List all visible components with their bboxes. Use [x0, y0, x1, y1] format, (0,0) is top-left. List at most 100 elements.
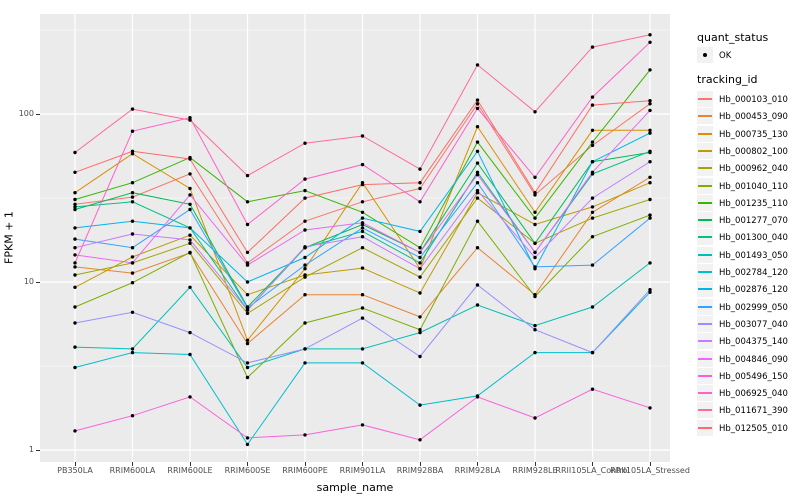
data-point — [533, 110, 537, 114]
data-point — [303, 321, 307, 325]
data-point — [418, 181, 422, 185]
data-point — [303, 188, 307, 193]
data-point — [648, 102, 652, 106]
data-point — [360, 162, 365, 167]
legend-swatch-icon — [697, 177, 713, 194]
legend-item-label: Hb_002876_120 — [719, 285, 788, 296]
legend-swatch-icon — [697, 264, 713, 280]
data-point — [303, 219, 307, 223]
y-tickmark — [36, 282, 40, 283]
legend-swatch-icon — [697, 246, 713, 263]
legend-swatch-icon — [697, 315, 713, 332]
legend-swatch-icon — [697, 229, 713, 246]
legend-item-label: Hb_002784_120 — [719, 268, 788, 278]
legend-swatch-icon — [697, 160, 713, 177]
data-point — [533, 265, 537, 269]
data-point — [590, 45, 595, 49]
x-tickmark — [304, 462, 306, 466]
y-axis-title: FPKM + 1 — [2, 211, 16, 264]
data-point — [130, 310, 135, 314]
data-point — [475, 188, 480, 193]
x-tick-label-RRIM600LE: RRIM600LE — [167, 466, 213, 475]
data-point — [648, 197, 652, 202]
x-tickmark — [649, 462, 651, 466]
data-point — [475, 395, 480, 399]
data-point — [360, 182, 365, 187]
legend-item-label: Hb_001300_040 — [719, 233, 788, 244]
data-point — [533, 191, 537, 195]
data-point — [418, 246, 422, 250]
data-point — [418, 167, 422, 171]
legend-swatch-icon — [697, 281, 713, 298]
data-point — [245, 222, 250, 227]
x-tick-label-RRII105LA_Stressed: RRII105LA_Stressed — [610, 466, 690, 475]
data-point — [73, 273, 77, 277]
legend-item-label: Hb_000103_010 — [719, 95, 788, 105]
data-point — [475, 106, 480, 111]
data-point — [73, 237, 77, 241]
data-point — [475, 173, 480, 177]
legend-item-label: Hb_003077_040 — [719, 319, 788, 330]
data-point — [360, 306, 365, 310]
legend-swatch-icon — [697, 212, 713, 229]
data-point — [475, 219, 480, 223]
data-point — [418, 328, 422, 332]
data-point — [590, 305, 595, 309]
data-point — [130, 149, 135, 153]
data-point — [188, 116, 192, 120]
legend-item-label: Hb_001277_070 — [719, 216, 788, 227]
data-point — [73, 246, 77, 250]
legend-item-label: Hb_006925_040 — [719, 389, 788, 400]
data-point — [590, 140, 595, 144]
data-point — [360, 423, 365, 427]
legend-item-label: Hb_000735_130 — [719, 129, 788, 140]
legend-item-label: Hb_000962_040 — [719, 164, 788, 175]
data-point — [73, 226, 77, 230]
data-point — [303, 361, 307, 365]
data-point — [648, 68, 652, 72]
x-tick-label-RRIM928LA: RRIM928LA — [454, 466, 501, 475]
data-point — [130, 181, 135, 185]
x-tick-label-RRIM901LA: RRIM901LA — [339, 466, 386, 475]
data-point — [418, 330, 422, 335]
data-point — [73, 345, 77, 349]
data-point — [188, 238, 192, 242]
data-point — [475, 303, 480, 307]
x-tickmark — [477, 462, 478, 466]
data-point — [533, 255, 537, 260]
data-point — [303, 263, 307, 267]
data-point — [648, 149, 652, 153]
data-point — [418, 261, 422, 265]
data-point — [360, 200, 365, 204]
data-point — [533, 323, 537, 328]
data-point — [303, 177, 307, 181]
data-point — [590, 263, 595, 267]
data-point — [303, 293, 307, 297]
data-point — [648, 181, 652, 185]
x-tick-label-PB350LA: PB350LA — [57, 466, 93, 475]
data-point — [130, 232, 135, 236]
data-point — [533, 210, 537, 214]
data-point — [418, 255, 422, 260]
legend-item-label: Hb_001235_110 — [719, 198, 788, 209]
data-point — [648, 213, 652, 217]
x-tickmark — [362, 462, 363, 466]
data-point — [73, 429, 77, 433]
data-point — [360, 293, 365, 297]
data-point — [475, 196, 480, 200]
legend-item-label: Hb_011671_390 — [719, 406, 788, 417]
data-point — [245, 338, 250, 342]
legend-item-label: Hb_001493_050 — [719, 250, 788, 261]
y-tickmark — [36, 450, 40, 451]
legend-swatch-icon — [697, 367, 713, 384]
data-point — [590, 170, 595, 174]
data-point — [475, 102, 480, 106]
data-point — [360, 266, 365, 270]
data-point — [130, 246, 135, 250]
data-point — [188, 193, 192, 197]
data-point — [245, 250, 250, 255]
legend-swatch-icon — [697, 125, 713, 142]
data-point — [418, 267, 422, 271]
legend-swatch-icon — [697, 298, 713, 315]
data-point — [533, 328, 537, 332]
